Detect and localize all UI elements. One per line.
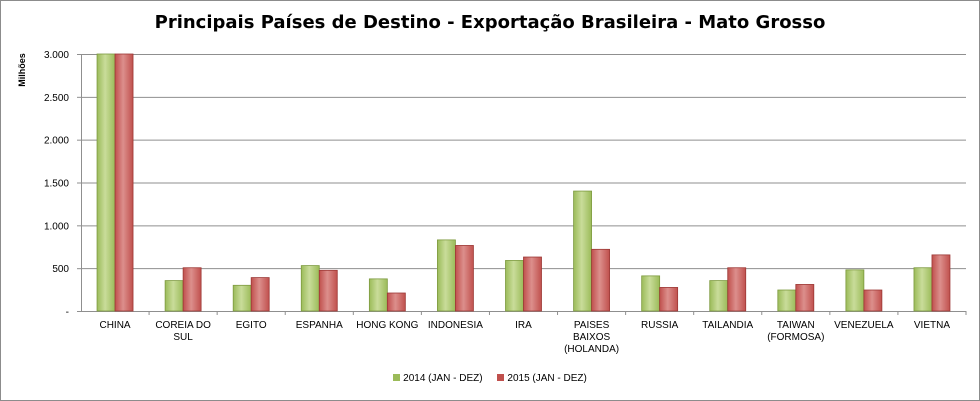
legend: 2014 (JAN - DEZ) 2015 (JAN - DEZ): [0, 373, 980, 384]
x-tick-label: EGITO: [236, 320, 267, 331]
x-tick-label: COREIA DO SUL: [155, 320, 211, 343]
x-tick-label: VIETNA: [914, 320, 950, 331]
y-tick-label: 1.500: [44, 179, 69, 190]
bar-2015: [523, 256, 542, 312]
bar-2015: [386, 292, 406, 312]
y-tick-label: 2.000: [44, 136, 69, 147]
bar-2015: [727, 267, 747, 312]
bar-2015: [318, 269, 338, 312]
x-tick-label: ESPANHA: [296, 320, 343, 331]
x-tick-label: TAILANDIA: [702, 320, 753, 331]
bar-2014: [96, 53, 116, 312]
bar-2015: [931, 254, 951, 312]
x-tick-label: RUSSIA: [641, 320, 679, 331]
bar-2014: [437, 239, 456, 312]
legend-item-2014: 2014 (JAN - DEZ): [393, 373, 483, 384]
bar-2015: [863, 289, 883, 312]
x-tick-label: INDONESIA: [428, 320, 483, 331]
legend-swatch-2014: [393, 374, 401, 381]
bar-2015: [455, 245, 474, 312]
bar-2015: [659, 287, 679, 312]
y-tick-label: 1.000: [44, 221, 69, 232]
bar-2014: [505, 260, 524, 312]
bar-2015: [114, 53, 134, 312]
bar-2014: [913, 267, 933, 312]
y-tick-label: 2.500: [44, 93, 69, 104]
bar-2015: [182, 267, 202, 312]
legend-item-2015: 2015 (JAN - DEZ): [497, 373, 587, 384]
x-tick-label: IRA: [515, 320, 532, 331]
x-tick-label: CHINA: [99, 320, 130, 331]
bar-2014: [641, 275, 661, 312]
bar-2015: [795, 284, 815, 312]
bar-2014: [368, 278, 388, 312]
legend-label-2014: 2014 (JAN - DEZ): [403, 373, 483, 384]
bar-2015: [591, 248, 610, 312]
x-tick-label: PAISES BAIXOS (HOLANDA): [564, 320, 619, 355]
bar-2014: [164, 280, 184, 312]
bar-2014: [709, 280, 729, 312]
bar-2014: [777, 289, 797, 312]
x-tick-label: VENEZUELA: [834, 320, 894, 331]
y-tick-label: 500: [52, 264, 69, 275]
bar-2015: [250, 277, 270, 312]
y-tick-label: 3.000: [44, 50, 69, 61]
legend-label-2015: 2015 (JAN - DEZ): [507, 373, 587, 384]
bar-2014: [232, 284, 252, 312]
chart-title: Principais Países de Destino - Exportaçã…: [154, 12, 826, 33]
bar-2014: [300, 265, 320, 312]
bar-2014: [845, 269, 865, 312]
bar-2014: [573, 190, 592, 312]
y-tick-label: -: [66, 307, 69, 318]
x-tick-label: TAIWAN (FORMOSA): [767, 320, 824, 343]
x-tick-label: HONG KONG: [356, 320, 418, 331]
legend-swatch-2015: [497, 374, 505, 381]
